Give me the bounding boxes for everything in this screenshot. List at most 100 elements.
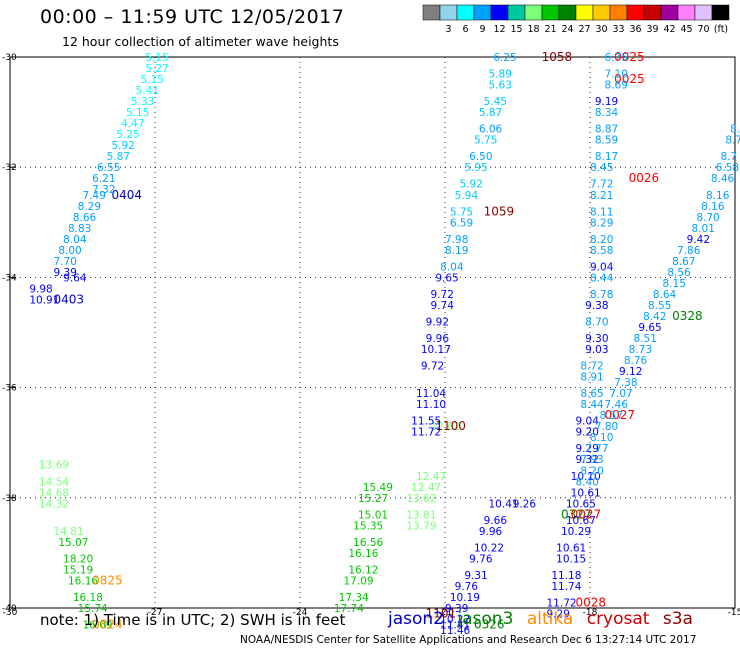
- wave-height-label: 5.41: [136, 85, 159, 97]
- wave-height-label: 5.87: [107, 151, 130, 163]
- colorbar-swatch: [643, 4, 662, 21]
- wave-height-label: 16.16: [348, 548, 378, 560]
- pass-time-label: 0328: [672, 309, 703, 323]
- wave-height-label: 8.7: [730, 124, 740, 136]
- wave-height-label: 8.20: [590, 234, 613, 246]
- colorbar-swatch: [694, 4, 713, 21]
- wave-height-label: 15.74: [78, 603, 108, 615]
- wave-height-label: 8.7: [721, 151, 738, 163]
- colorbar-swatch: [677, 4, 696, 21]
- x-tick-label: -18: [583, 608, 598, 618]
- wave-height-label: 16.56: [353, 537, 383, 549]
- wave-height-label: 6.58: [716, 162, 739, 174]
- pass-time-label: 0326: [474, 618, 505, 632]
- colorbar-swatch: [490, 4, 509, 21]
- colorbar-label: 39: [646, 24, 658, 35]
- wave-height-label: 5.45: [484, 96, 507, 108]
- wave-height-label: 8.76: [624, 355, 648, 367]
- wave-height-label: 14.68: [39, 487, 69, 499]
- wave-height-label: 7.72: [590, 179, 613, 191]
- wave-height-label: 5.75: [474, 135, 497, 147]
- wave-height-label: 10.67: [566, 515, 596, 527]
- wave-height-label: 9.65: [638, 322, 661, 334]
- wave-height-label: 7.80: [595, 421, 618, 433]
- wave-height-label: 11.72: [547, 597, 577, 609]
- wave-height-label: 8.40: [576, 476, 599, 488]
- wave-height-label: 5.15: [141, 74, 164, 86]
- wave-height-label: 8.64: [653, 289, 677, 301]
- wave-height-label: 7.77: [585, 443, 608, 455]
- wave-height-label: 9.42: [687, 234, 710, 246]
- wave-height-label: 8.91: [580, 372, 603, 384]
- wave-height-label: 9.04: [576, 416, 600, 428]
- wave-height-label: 8.44: [580, 399, 604, 411]
- wave-height-label: 8.51: [634, 333, 657, 345]
- colorbar-swatch: [592, 4, 611, 21]
- wave-height-label: 8.19: [445, 245, 468, 257]
- wave-height-label: 9.03: [585, 344, 608, 356]
- pass-time-label: 0403: [54, 292, 85, 306]
- y-tick-label: -36: [2, 384, 17, 394]
- wave-height-label: 7.93: [580, 454, 603, 466]
- wave-height-label: 9.31: [464, 570, 487, 582]
- wave-height-label: 8.10: [590, 432, 613, 444]
- wave-height-label: 5.15: [145, 52, 168, 64]
- y-tick-label: -40: [2, 604, 17, 614]
- wave-height-label: 8.7: [725, 135, 740, 147]
- pass-time-label: 0824: [92, 618, 123, 632]
- wave-height-label: 5.89: [489, 69, 512, 81]
- legend-altika: altika: [526, 609, 574, 629]
- wave-height-label: 8.17: [595, 151, 618, 163]
- x-tick-label: -30: [3, 608, 18, 618]
- wave-height-label: 16.12: [348, 564, 378, 576]
- colorbar-label: 33: [612, 24, 624, 35]
- pass-time-label: 0028: [576, 595, 607, 609]
- wave-height-label: 8.78: [590, 289, 613, 301]
- x-tick-label: -21: [438, 608, 453, 618]
- wave-height-label: 5.15: [126, 107, 149, 119]
- wave-height-label: 10.10: [571, 471, 601, 483]
- wave-height-label: 9.76: [455, 581, 479, 593]
- wave-height-label: 9.30: [585, 333, 608, 345]
- wave-height-label: 9.04: [590, 261, 614, 273]
- wave-height-label: 9.19: [595, 96, 618, 108]
- wave-height-label: 8.73: [629, 344, 652, 356]
- wave-height-label: 6.21: [92, 173, 115, 185]
- wave-height-label: 10.65: [566, 498, 596, 510]
- wave-height-label: 16.18: [73, 592, 103, 604]
- wave-height-label: 9.38: [585, 300, 608, 312]
- colorbar-swatch: [524, 4, 543, 21]
- wave-height-label: 8.66: [73, 212, 97, 224]
- wave-height-label: 11.41: [440, 620, 470, 632]
- wave-height-label: 5.33: [131, 96, 154, 108]
- colorbar-label: 21: [544, 24, 556, 35]
- wave-height-label: 13.69: [39, 460, 69, 472]
- wave-height-label: 10.91: [29, 294, 59, 306]
- colorbar-swatch: [660, 4, 679, 21]
- wave-height-label: 6.55: [97, 162, 120, 174]
- wave-height-label: 15.07: [58, 537, 88, 549]
- colorbar-label: 45: [680, 24, 692, 35]
- chart-subtitle: 12 hour collection of altimeter wave hei…: [62, 34, 339, 49]
- pass-time-label: 0825: [92, 573, 123, 587]
- wave-height-label: 14.81: [54, 526, 84, 538]
- wave-height-label: 9.29: [576, 443, 599, 455]
- wave-height-label: 11.04: [416, 388, 446, 400]
- wave-height-label: 6.59: [450, 217, 473, 229]
- colorbar-label: 42: [663, 24, 675, 35]
- wave-height-label: 13.79: [406, 520, 436, 532]
- wave-height-label: 8.44: [590, 272, 614, 284]
- wave-height-label: 5.75: [450, 206, 473, 218]
- colorbar-swatch: [439, 4, 458, 21]
- colorbar-label: 70: [697, 24, 709, 35]
- wave-height-label: 10.22: [474, 542, 504, 554]
- wave-height-label: 8.21: [590, 190, 613, 202]
- wave-height-label: 11.10: [416, 399, 446, 411]
- colorbar-label: 36: [629, 24, 641, 35]
- legend-jason2: jason2: [388, 609, 444, 629]
- wave-height-label: 8.34: [595, 107, 619, 119]
- wave-height-label: 8.70: [585, 316, 608, 328]
- wave-height-label: 6.50: [469, 151, 492, 163]
- wave-height-label: 8.57: [600, 410, 623, 422]
